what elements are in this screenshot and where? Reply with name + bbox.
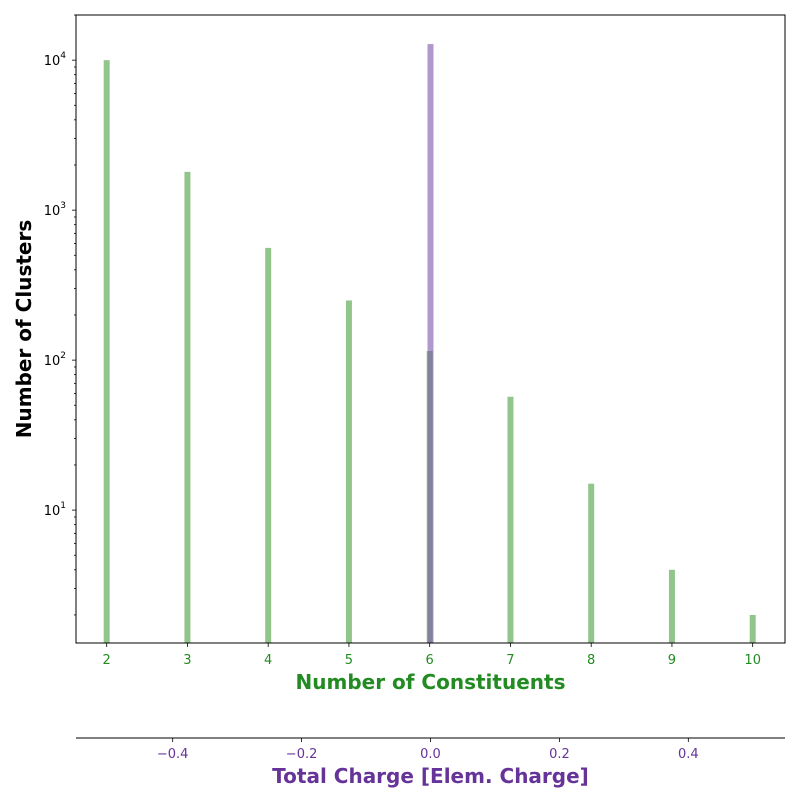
bar-constituents-9 bbox=[668, 569, 675, 643]
x-tick-label: 9 bbox=[668, 653, 676, 668]
x-axis-label-charge: Total Charge [Elem. Charge] bbox=[272, 764, 589, 788]
x-tick-label: 4 bbox=[264, 653, 272, 668]
y-tick-label: 103 bbox=[44, 201, 66, 219]
bar-charge-0 bbox=[427, 44, 434, 644]
x-tick-label: 10 bbox=[744, 653, 761, 668]
x2-tick-label: 0.0 bbox=[420, 747, 441, 762]
plot-frame bbox=[75, 14, 786, 644]
x-axis-charge: −0.4 −0.2 0.0 0.2 0.4 bbox=[157, 738, 699, 762]
bar-constituents-4 bbox=[265, 247, 272, 643]
x-axis-constituents: 2 3 4 5 6 7 8 9 10 bbox=[103, 643, 761, 668]
x-tick-label: 7 bbox=[506, 653, 514, 668]
x-tick-label: 6 bbox=[426, 653, 434, 668]
bar-constituents-10 bbox=[749, 614, 756, 643]
bar-constituents-3 bbox=[184, 171, 191, 643]
x-tick-label: 8 bbox=[587, 653, 595, 668]
bar-constituents-5 bbox=[345, 300, 352, 643]
bar-constituents-8 bbox=[588, 483, 595, 643]
x2-tick-label: −0.4 bbox=[157, 747, 189, 762]
bar-constituents-7 bbox=[507, 396, 514, 643]
x-tick-label: 3 bbox=[183, 653, 191, 668]
bars-layer bbox=[103, 44, 756, 644]
y-axis: 101 102 103 104 bbox=[44, 14, 76, 616]
x-tick-label: 5 bbox=[345, 653, 353, 668]
bar-constituents-2 bbox=[103, 60, 110, 644]
y-tick-label: 101 bbox=[44, 501, 66, 519]
y-axis-label: Number of Clusters bbox=[12, 220, 36, 439]
x-axis-label-constituents: Number of Constituents bbox=[296, 670, 566, 694]
y-tick-label: 104 bbox=[44, 51, 67, 69]
x2-tick-label: 0.4 bbox=[678, 747, 699, 762]
x2-tick-label: 0.2 bbox=[549, 747, 570, 762]
x2-tick-label: −0.2 bbox=[286, 747, 318, 762]
y-tick-label: 102 bbox=[44, 351, 66, 369]
x-tick-label: 2 bbox=[103, 653, 111, 668]
